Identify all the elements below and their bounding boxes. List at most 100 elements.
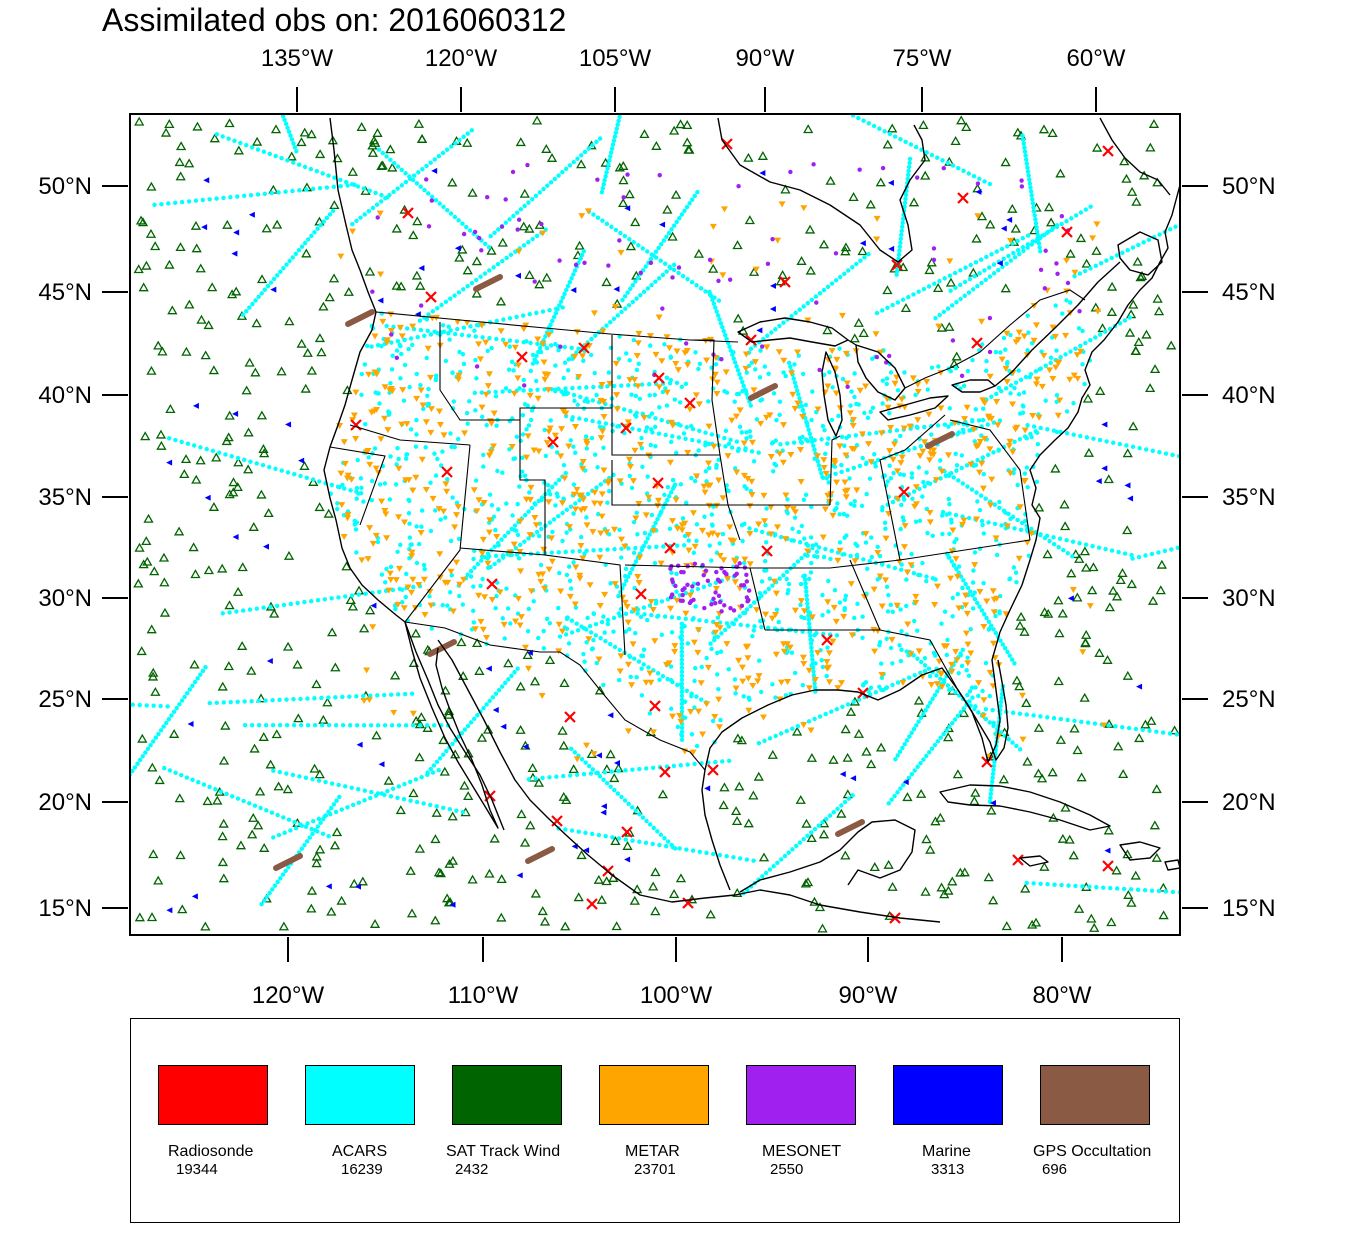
acars-marker	[816, 463, 822, 468]
acars-marker	[565, 283, 571, 289]
mesonet-marker	[1065, 280, 1071, 286]
acars-marker	[930, 533, 935, 539]
sat-wind-marker	[1149, 820, 1161, 830]
acars-marker	[421, 562, 427, 568]
acars-marker	[1025, 348, 1030, 353]
acars-marker	[333, 695, 338, 700]
acars-marker	[665, 676, 670, 682]
metar-marker	[834, 685, 842, 692]
acars-marker	[877, 126, 882, 131]
mesonet-marker	[714, 569, 719, 575]
acars-marker	[1070, 554, 1075, 559]
acars-marker	[736, 391, 742, 397]
mesonet-marker	[817, 367, 822, 373]
acars-marker	[1022, 149, 1028, 154]
metar-marker	[349, 228, 357, 235]
mesonet-marker	[857, 167, 862, 172]
acars-marker	[277, 102, 281, 106]
gps-occultation-marker	[525, 846, 555, 864]
acars-marker	[361, 186, 367, 191]
metar-marker	[733, 469, 741, 476]
acars-marker	[709, 432, 715, 437]
acars-marker	[662, 261, 668, 266]
acars-marker	[323, 779, 328, 785]
acars-marker	[362, 212, 367, 217]
sat-wind-marker	[791, 726, 803, 736]
acars-marker	[812, 716, 817, 722]
acars-marker	[1312, 514, 1316, 518]
acars-marker	[1149, 888, 1155, 893]
acars-marker	[679, 661, 685, 667]
acars-marker	[242, 699, 247, 704]
acars-marker	[785, 441, 790, 446]
metar-marker	[579, 465, 587, 472]
acars-marker	[673, 450, 679, 456]
acars-marker	[302, 599, 307, 605]
sat-wind-marker	[924, 265, 935, 275]
metar-marker	[914, 381, 922, 388]
mesonet-marker	[770, 236, 775, 242]
sat-wind-marker	[767, 749, 778, 759]
acars-marker	[679, 384, 684, 390]
acars-marker	[904, 649, 909, 654]
metar-marker	[486, 517, 494, 524]
acars-marker	[556, 173, 561, 178]
metar-marker	[1020, 333, 1028, 340]
sat-wind-marker	[417, 134, 428, 143]
metar-marker	[994, 733, 1002, 740]
metar-marker	[583, 441, 591, 448]
metar-marker	[946, 258, 954, 265]
acars-marker	[1156, 888, 1162, 894]
sat-wind-marker	[939, 889, 950, 899]
acars-marker	[461, 134, 466, 140]
acars-marker	[250, 301, 255, 307]
acars-marker	[804, 597, 810, 602]
sat-wind-marker	[804, 224, 816, 234]
acars-marker	[824, 816, 829, 822]
acars-marker	[841, 511, 847, 517]
acars-marker	[546, 488, 552, 493]
acars-marker	[567, 564, 572, 569]
acars-marker	[916, 719, 921, 724]
metar-marker	[454, 319, 462, 326]
acars-marker	[449, 573, 455, 578]
metar-marker	[382, 511, 390, 518]
acars-marker	[1203, 459, 1207, 463]
metar-marker	[1056, 397, 1064, 404]
metar-marker	[654, 497, 662, 504]
acars-marker	[719, 631, 724, 636]
sat-wind-marker	[177, 904, 188, 914]
acars-marker	[1125, 247, 1130, 253]
metar-marker	[488, 597, 496, 604]
acars-marker	[1088, 338, 1093, 343]
metar-marker	[516, 518, 524, 525]
acars-marker	[924, 574, 929, 579]
acars-marker	[1038, 425, 1043, 431]
metar-marker	[341, 460, 349, 467]
acars-marker	[528, 368, 533, 374]
acars-marker	[1036, 237, 1041, 242]
acars-marker	[679, 657, 685, 663]
acars-marker	[821, 554, 827, 560]
sat-wind-marker	[412, 216, 423, 226]
acars-marker	[331, 802, 337, 807]
acars-marker	[699, 664, 704, 670]
acars-marker	[950, 720, 955, 726]
acars-marker	[579, 756, 585, 762]
sat-wind-marker	[1135, 272, 1146, 282]
acars-marker	[576, 829, 581, 834]
acars-marker	[646, 665, 651, 670]
sat-wind-marker	[248, 521, 259, 531]
acars-marker	[318, 222, 323, 228]
acars-marker	[587, 624, 593, 629]
metar-marker	[823, 658, 831, 665]
acars-marker	[916, 289, 921, 294]
acars-marker	[945, 160, 950, 166]
sat-wind-marker	[518, 221, 529, 231]
sat-wind-marker	[801, 818, 812, 828]
metar-marker	[577, 492, 585, 499]
acars-marker	[771, 469, 776, 474]
acars-marker	[584, 385, 589, 390]
sat-wind-marker	[399, 204, 410, 214]
acars-marker	[689, 588, 695, 594]
